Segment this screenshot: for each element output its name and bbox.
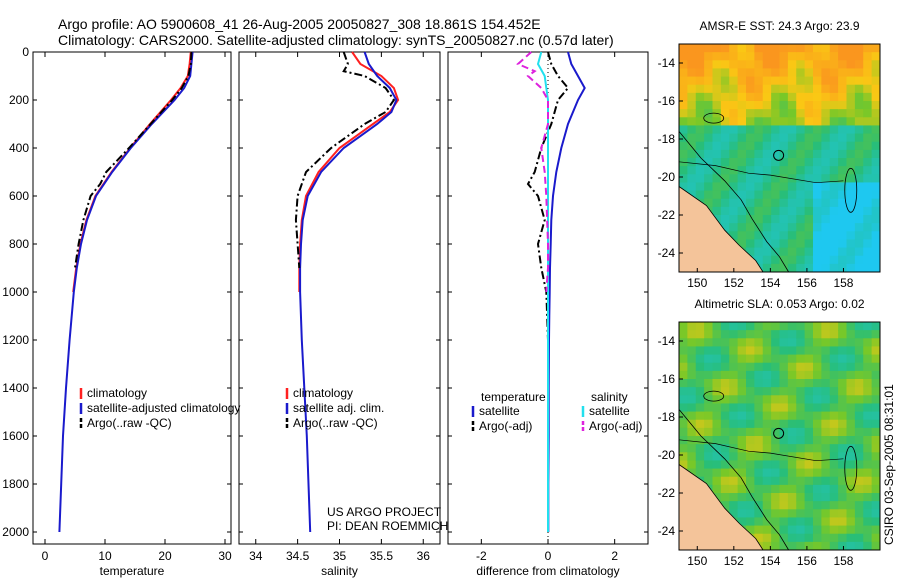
float-position-marker [773, 427, 785, 439]
x-axis-label: temperature [100, 564, 165, 578]
series-salinity-satellite [536, 51, 549, 532]
y-tick-label: -18 [658, 132, 676, 146]
x-tick-label: 34.5 [286, 549, 310, 563]
profile-title: Argo profile: AO 5900608_41 26-Aug-2005 … [58, 16, 541, 32]
series-argo-raw-qc- [294, 51, 396, 269]
y-tick-label: 1400 [2, 381, 29, 395]
x-tick-label: 152 [724, 276, 744, 290]
series-salinity-argo-adj- [516, 51, 549, 293]
y-tick-label: -18 [658, 410, 676, 424]
x-tick-label: 156 [797, 276, 817, 290]
y-tick-label: -14 [658, 56, 676, 70]
legend-entry: Argo(-adj) [479, 419, 532, 433]
x-tick-label: 10 [98, 549, 112, 563]
bathymetry-contour [678, 161, 844, 184]
legend-entry: Argo(-adj) [589, 419, 642, 433]
x-tick-label: 156 [797, 554, 817, 568]
legend-entry: satellite adj. clim. [293, 401, 384, 415]
x-axis-label: salinity [321, 564, 358, 578]
y-tick-label: 1600 [2, 429, 29, 443]
float-position-marker [773, 149, 785, 161]
x-tick-label: 158 [833, 554, 853, 568]
salinity-profile-frame [238, 51, 441, 545]
x-tick-label: 35.5 [370, 549, 394, 563]
y-tick-label: -22 [658, 208, 676, 222]
sla-map-frame [678, 321, 881, 551]
y-tick-label: 1000 [2, 285, 29, 299]
x-tick-label: 158 [833, 276, 853, 290]
bathymetry-contour [678, 409, 789, 551]
y-tick-label: 400 [9, 141, 29, 155]
x-tick-label: 30 [218, 549, 232, 563]
bathymetry-contour [678, 439, 844, 462]
legend-entry: climatology [87, 386, 147, 400]
y-tick-label: -24 [658, 246, 676, 260]
sla-map: Altimetric SLA: 0.053 Argo: 0.02 150 152 15… [658, 297, 881, 568]
legend-entry: satellite-adjusted climatology [87, 401, 240, 415]
legend-group-title: salinity [591, 390, 628, 404]
temperature-profile-frame [32, 51, 232, 545]
y-tick-label: 2000 [2, 525, 29, 539]
reef-outline [703, 112, 725, 124]
y-tick-label: -22 [658, 486, 676, 500]
legend-entry: Argo(..raw -QC) [87, 416, 172, 430]
legend-entry: satellite [589, 404, 630, 418]
y-tick-label: 1200 [2, 333, 29, 347]
x-tick-label: 20 [158, 549, 172, 563]
reef-outline [703, 390, 725, 402]
y-tick-label: -16 [658, 372, 676, 386]
y-tick-label: -20 [658, 448, 676, 462]
legend-entry: satellite [479, 404, 520, 418]
x-tick-label: -2 [476, 549, 487, 563]
series-climatology [72, 51, 192, 293]
x-tick-label: 0 [545, 549, 552, 563]
x-tick-label: 35 [333, 549, 347, 563]
sst-map: AMSR-E SST: 24.3 Argo: 23.9 150 152 154 156 1… [658, 19, 881, 290]
y-tick-label: -16 [658, 94, 676, 108]
x-axis-label: difference from climatology [476, 564, 619, 578]
y-tick-label: 200 [9, 93, 29, 107]
x-tick-label: 154 [760, 554, 780, 568]
legend-group-title: temperature [481, 390, 546, 404]
x-tick-label: 34 [249, 549, 263, 563]
legend-entry: climatology [293, 386, 353, 400]
timestamp-label: CSIRO 03-Sep-2005 08:31:01 [882, 384, 896, 545]
y-tick-label: 800 [9, 237, 29, 251]
x-tick-label: 36 [417, 549, 431, 563]
y-tick-label: 1800 [2, 477, 29, 491]
temperature-profile: 0 10 20 30 0 200 400 600 800 1000 1200 1400 1600 1800… [2, 45, 240, 578]
series-temperature-satellite [547, 51, 586, 532]
credits-line1: US ARGO PROJECT [327, 505, 442, 519]
x-tick-label: 154 [760, 276, 780, 290]
x-tick-label: 150 [687, 276, 707, 290]
x-tick-label: 2 [611, 549, 618, 563]
x-tick-label: 0 [42, 549, 49, 563]
series-satellite-adj-clim- [299, 51, 398, 533]
salinity-profile: 34 34.5 35 35.5 36 salinity climatologysatelli… [238, 51, 441, 578]
series-climatology [298, 51, 400, 292]
y-tick-label: -20 [658, 170, 676, 184]
sst-map-frame [678, 43, 881, 273]
y-tick-label: 600 [9, 189, 29, 203]
bathymetry-contour [678, 131, 789, 273]
series-satellite-adjusted-climatology [58, 51, 194, 533]
y-tick-label: -14 [658, 334, 676, 348]
climatology-subtitle: Climatology: CARS2000. Satellite-adjuste… [58, 32, 614, 48]
credits-line2: PI: DEAN ROEMMICH [327, 519, 448, 533]
sst-map-title: AMSR-E SST: 24.3 Argo: 23.9 [699, 19, 859, 33]
sla-map-title: Altimetric SLA: 0.053 Argo: 0.02 [694, 297, 864, 311]
y-tick-label: 0 [22, 45, 29, 59]
series-argo-raw-qc- [74, 51, 193, 269]
x-tick-label: 152 [724, 554, 744, 568]
legend-entry: Argo(..raw -QC) [293, 416, 378, 430]
reef-outline [844, 167, 858, 213]
y-tick-label: -24 [658, 524, 676, 538]
reef-outline [844, 445, 858, 491]
series-temperature-argo-adj- [526, 51, 570, 341]
x-tick-label: 150 [687, 554, 707, 568]
